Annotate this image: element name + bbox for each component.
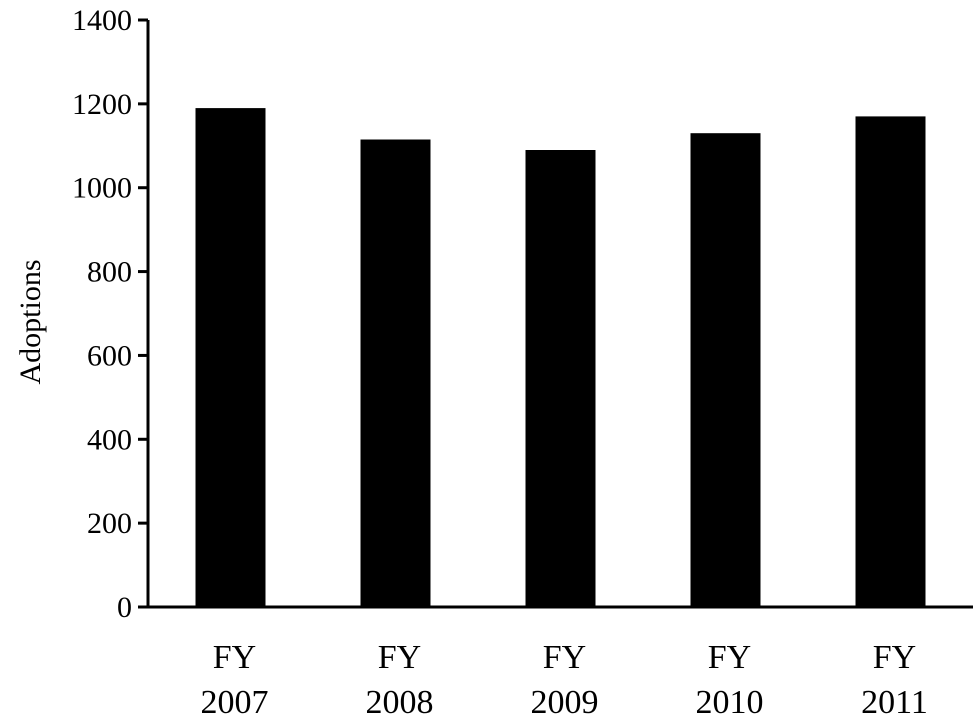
x-tick-label: FY — [378, 639, 421, 676]
x-tick-label: 2010 — [696, 684, 764, 716]
y-tick-label: 600 — [87, 339, 132, 372]
x-tick-label: FY — [708, 639, 751, 676]
y-tick-label: 1000 — [72, 172, 132, 205]
bar — [360, 139, 431, 607]
y-tick-label: 0 — [117, 591, 132, 624]
x-tick-label: 2007 — [201, 684, 269, 716]
y-tick-label: 200 — [87, 507, 132, 540]
x-tick-label: FY — [873, 639, 916, 676]
bar — [525, 150, 596, 607]
y-tick-label: 400 — [87, 423, 132, 456]
y-tick-label: 1400 — [72, 4, 132, 37]
y-tick-label: 800 — [87, 256, 132, 289]
x-tick-label: 2009 — [531, 684, 599, 716]
y-axis-title: Adoptions — [14, 259, 47, 384]
y-tick-label: 1200 — [72, 88, 132, 121]
x-tick-label: 2008 — [366, 684, 434, 716]
bar — [855, 116, 926, 608]
bar — [690, 133, 761, 607]
bar — [195, 108, 266, 607]
x-tick-label: FY — [213, 639, 256, 676]
x-tick-label: 2011 — [861, 684, 928, 716]
x-tick-label: FY — [543, 639, 586, 676]
